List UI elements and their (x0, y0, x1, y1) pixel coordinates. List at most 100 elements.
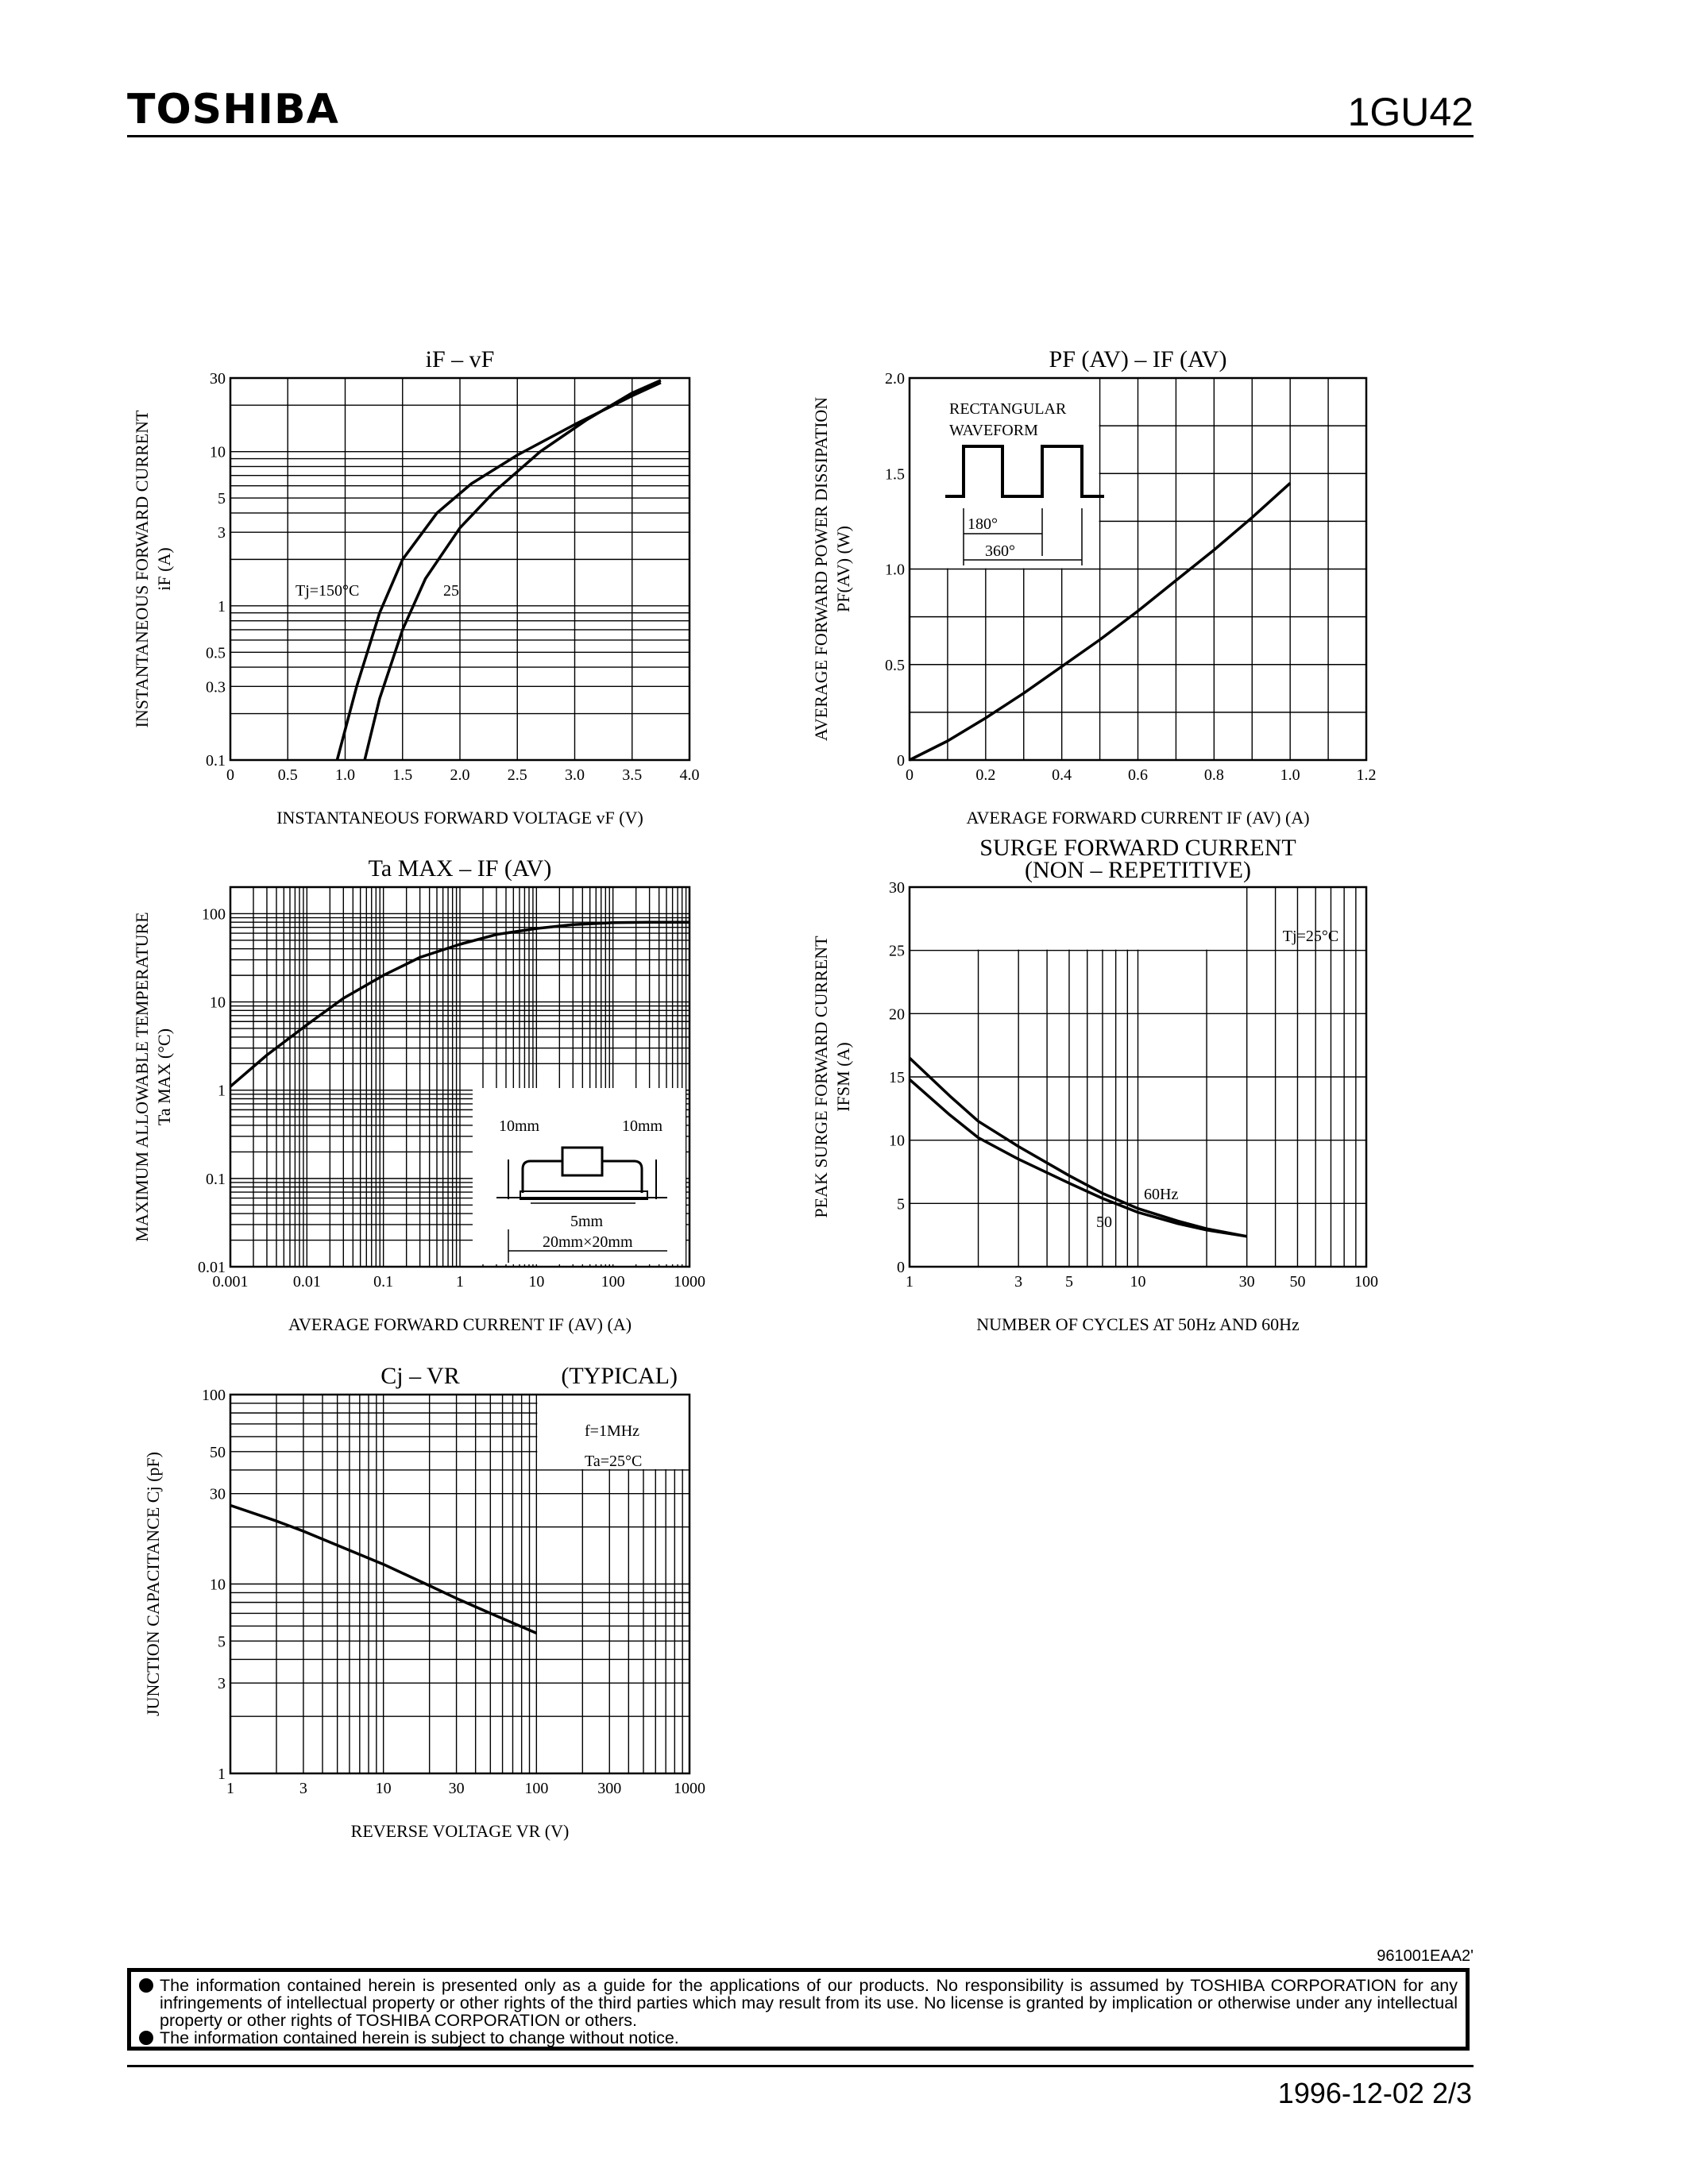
annotation-label: 25 (443, 582, 459, 600)
x-tick-label: 0.4 (1052, 766, 1072, 784)
chart-if_vf: 0 0.5 1.0 1.5 2.0 2.5 3.0 3.5 4.0 0.1 0.3 0.5 1 3 5 10 3… (132, 346, 700, 828)
chart-title: Ta MAX – IF (AV) (369, 855, 552, 882)
y-axis-label: AVERAGE FORWARD POWER DISSIPATION (811, 397, 831, 741)
brand-logo: TOSHIBA (127, 86, 339, 133)
plot-frame (908, 376, 1368, 762)
pad-icon (520, 1190, 648, 1200)
x-tick-label: 1.2 (1357, 766, 1377, 784)
y-tick-label: 30 (210, 1486, 226, 1503)
chart-title: Cj – VR (380, 1363, 459, 1389)
x-tick-label: 100 (524, 1780, 548, 1797)
y-tick-label: 1 (218, 1765, 226, 1783)
y-tick-label: 0 (897, 1259, 905, 1276)
diode-lead-icon (508, 1160, 657, 1199)
x-tick-label: 50 (1289, 1273, 1305, 1291)
chart-title-note: (TYPICAL) (561, 1363, 678, 1389)
series-line-1 (363, 379, 662, 761)
x-axis-label: REVERSE VOLTAGE VR (V) (351, 1821, 570, 1841)
x-tick-label: 5 (1065, 1273, 1073, 1291)
chart-title: SURGE FORWARD CURRENT (979, 835, 1296, 861)
annotation-label: 50 (1096, 1214, 1112, 1231)
bullet-icon (139, 2031, 153, 2045)
x-axis-label: INSTANTANEOUS FORWARD VOLTAGE vF (V) (276, 808, 643, 828)
plot-frame (908, 886, 1368, 1268)
y-tick-label: 1 (218, 1082, 226, 1100)
x-tick-label: 10 (1130, 1273, 1146, 1291)
diode-body-icon (561, 1146, 604, 1177)
annotation-label: Tj=150°C (295, 582, 359, 600)
series-line-0 (230, 1503, 537, 1635)
x-tick-label: 30 (1239, 1273, 1255, 1291)
y-tick-label: 10 (889, 1133, 905, 1150)
header-rule (127, 135, 1474, 137)
x-tick-label: 4.0 (680, 766, 700, 784)
chart-title: PF (AV) – IF (AV) (1049, 346, 1227, 372)
disclaimer-item: The information contained herein is subj… (139, 2029, 1458, 2047)
x-tick-label: 0.2 (975, 766, 995, 784)
x-tick-label: 10 (376, 1780, 392, 1797)
x-tick-label: 3 (299, 1780, 307, 1797)
inset-box (910, 888, 1246, 950)
series-line-0 (909, 482, 1292, 762)
x-tick-label: 2.0 (450, 766, 470, 784)
x-tick-label: 0.8 (1204, 766, 1224, 784)
x-tick-label: 0.1 (373, 1273, 393, 1291)
y-tick-label: 100 (202, 1387, 226, 1404)
plot-frame (229, 886, 691, 1268)
y-axis-label-2: IFSM (A) (833, 1042, 853, 1111)
series-line-1 (908, 1078, 1247, 1238)
y-tick-label: 1 (218, 598, 226, 615)
inset-box (537, 1395, 689, 1469)
x-tick-label: 0 (226, 766, 234, 784)
x-tick-label: 1.0 (335, 766, 355, 784)
y-tick-label: 15 (889, 1069, 905, 1086)
inset-label: WAVEFORM (949, 422, 1038, 439)
x-tick-label: 0.5 (278, 766, 298, 784)
x-tick-label: 1 (226, 1780, 234, 1797)
y-tick-label: 3 (218, 524, 226, 542)
disclaimer-box: The information contained herein is pres… (127, 1968, 1470, 2051)
x-tick-label: 1 (906, 1273, 914, 1291)
y-tick-label: 10 (210, 994, 226, 1012)
waveform-icon (945, 445, 1104, 498)
x-tick-label: 0.01 (293, 1273, 321, 1291)
y-tick-label: 0 (897, 752, 905, 770)
y-tick-label: 25 (889, 943, 905, 960)
chart-title: iF – vF (426, 346, 495, 372)
y-axis-label-2: Ta MAX (°C) (154, 1028, 174, 1125)
disclaimer-item: The information contained herein is pres… (139, 1977, 1458, 2029)
inset-label: 5mm (570, 1213, 604, 1230)
footer-rule (127, 2065, 1474, 2067)
x-tick-label: 10 (528, 1273, 544, 1291)
x-tick-label: 3.0 (565, 766, 585, 784)
x-tick-label: 1000 (674, 1273, 705, 1291)
y-tick-label: 5 (897, 1195, 905, 1213)
y-tick-label: 10 (210, 444, 226, 461)
y-tick-label: 1.5 (885, 465, 905, 483)
x-tick-label: 3 (1014, 1273, 1022, 1291)
disclaimer-text-2: The information contained herein is subj… (160, 2028, 679, 2047)
disclaimer-text-1: The information contained herein is pres… (160, 1976, 1458, 2030)
y-tick-label: 5 (218, 490, 226, 507)
part-number: 1GU42 (1347, 90, 1474, 134)
x-axis-label: AVERAGE FORWARD CURRENT IF (AV) (A) (288, 1314, 632, 1334)
y-tick-label: 3 (218, 1675, 226, 1692)
annotation-label: 60Hz (1144, 1186, 1178, 1203)
inset-label: 180° (968, 515, 998, 533)
y-tick-label: 30 (889, 879, 905, 897)
y-tick-label: 0.1 (206, 752, 226, 770)
y-axis-label-2: PF(AV) (W) (833, 526, 853, 612)
plot-frame (229, 376, 691, 762)
chart-pf_if: RECTANGULAR WAVEFORM 180° 360° 0 0.2 0.4 0.6 0.8… (811, 346, 1377, 828)
diode-lead-icon (521, 1160, 643, 1193)
x-tick-label: 100 (1354, 1273, 1378, 1291)
x-tick-label: 1.0 (1280, 766, 1300, 784)
series-line-0 (335, 381, 662, 761)
bullet-icon (139, 1978, 153, 1993)
inset-label: RECTANGULAR (949, 400, 1067, 418)
x-tick-label: 0 (906, 766, 914, 784)
inset-box (910, 379, 1099, 569)
x-tick-label: 30 (449, 1780, 465, 1797)
